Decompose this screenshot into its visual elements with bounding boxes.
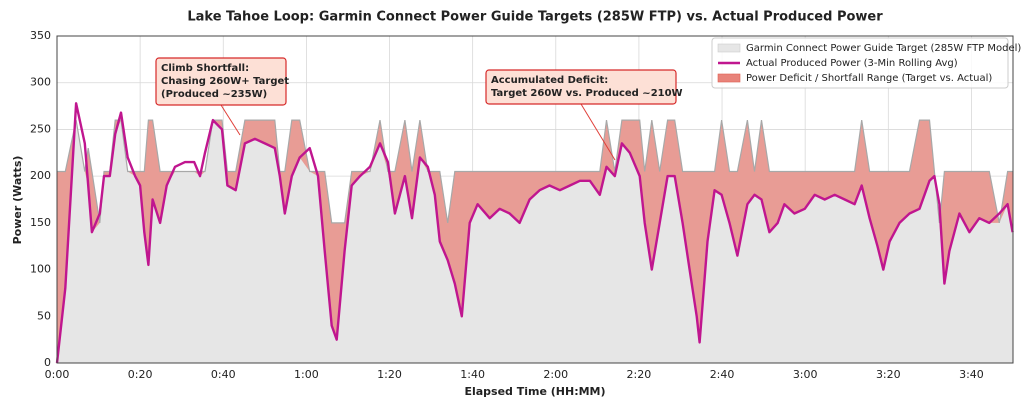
annotation-text: (Produced ~235W) [161,89,267,100]
legend-label: Power Deficit / Shortfall Range (Target … [746,73,992,84]
x-tick-label: 3:00 [793,368,818,381]
target-line [57,119,1013,224]
y-tick-label: 150 [30,216,51,229]
x-tick-label: 0:20 [128,368,153,381]
y-tick-label: 50 [37,309,51,322]
legend-label: Actual Produced Power (3-Min Rolling Avg… [746,58,958,69]
x-tick-label: 3:20 [876,368,901,381]
y-tick-label: 300 [30,76,51,89]
y-tick-label: 200 [30,169,51,182]
annotation-text: Climb Shortfall: [161,63,249,74]
deficit-fill [57,120,1013,363]
x-tick-label: 2:20 [627,368,652,381]
x-tick-label: 1:00 [294,368,319,381]
y-axis-label: Power (Watts) [11,156,24,245]
annotation-text: Target 260W vs. Produced ~210W [491,88,683,99]
target-area [57,120,1013,363]
x-tick-label: 0:40 [211,368,236,381]
y-tick-label: 250 [30,122,51,135]
x-tick-label: 2:40 [710,368,735,381]
x-tick-label: 3:40 [959,368,984,381]
x-tick-label: 1:40 [460,368,485,381]
plot-frame [56,35,1014,364]
annotation-box [485,69,677,105]
legend-swatch [717,43,741,53]
legend-label: Garmin Connect Power Guide Target (285W … [746,43,1021,54]
annotation-text: Accumulated Deficit: [491,75,608,86]
actual-line [55,102,1014,364]
legend-box [711,37,1009,89]
annotation-arrow [220,104,241,136]
x-axis-label: Elapsed Time (HH:MM) [464,385,605,398]
legend-swatch [717,73,741,83]
chart-title: Lake Tahoe Loop: Garmin Connect Power Gu… [187,10,883,25]
x-tick-label: 2:00 [543,368,568,381]
y-tick-label: 0 [44,356,51,369]
annotation-box [155,57,287,106]
x-tick-label: 1:20 [377,368,402,381]
y-tick-label: 100 [30,263,51,276]
x-tick-label: 0:00 [45,368,70,381]
y-tick-label: 350 [30,29,51,42]
annotation-arrow [580,103,616,161]
annotation-text: Chasing 260W+ Target [161,76,289,87]
